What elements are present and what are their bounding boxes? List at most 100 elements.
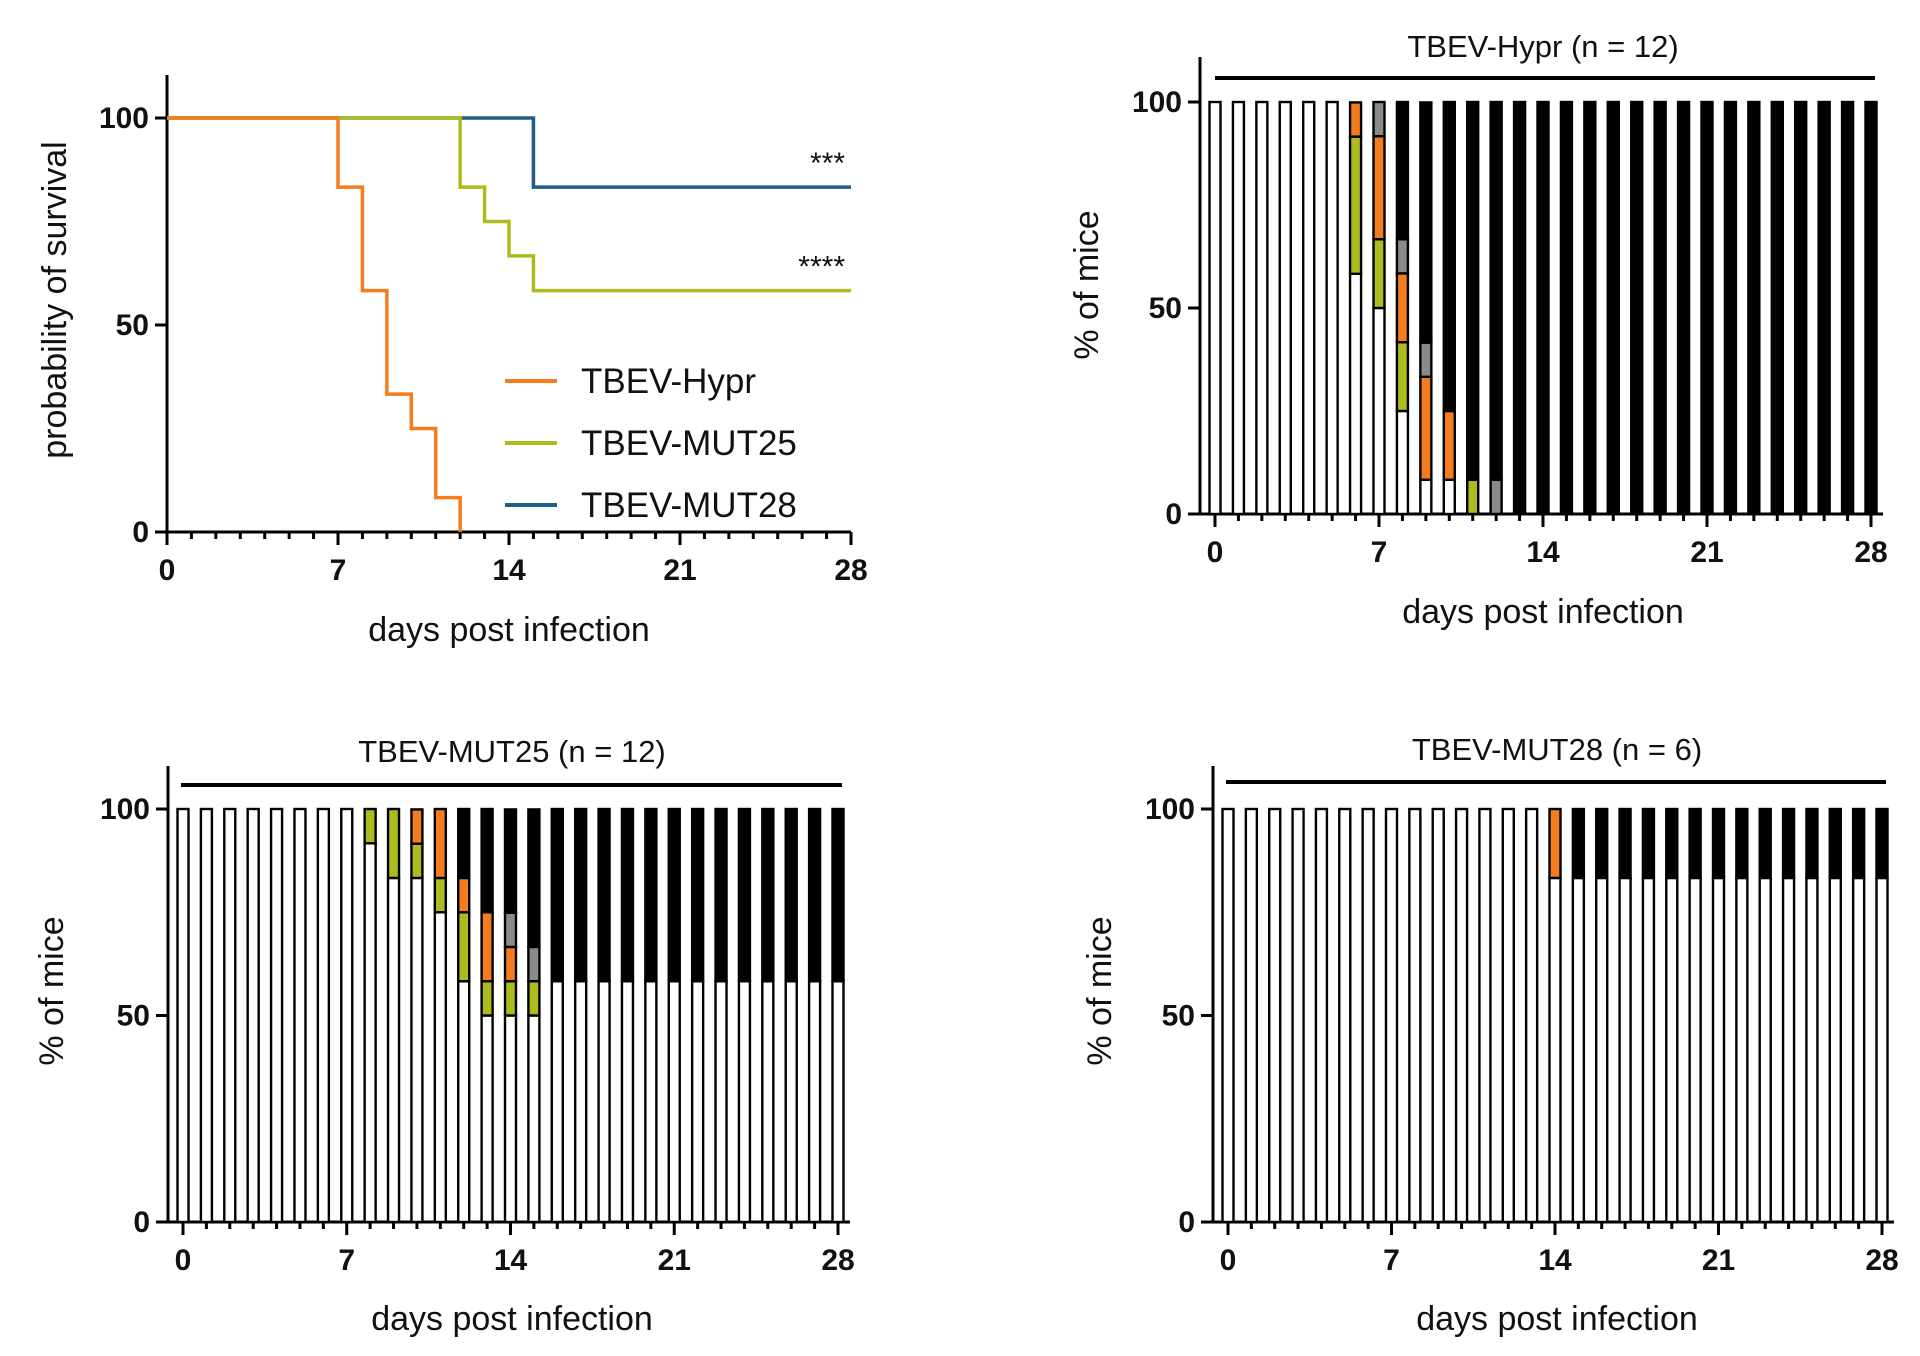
hypr-bar-day7-green [1372,237,1386,310]
hypr-bar-day10-orange [1442,409,1456,482]
hypr-bar-day21-dead [1700,100,1714,516]
mut25-bar-day15-healthy [527,1014,541,1224]
mut28-bar-day11-healthy [1478,807,1492,1224]
survival-y-tick-label: 50 [116,309,149,342]
mut28-bar-day28-healthy [1875,876,1889,1224]
mut25-bar-day12-dead [457,807,471,880]
significance-label-tbev-mut28: *** [810,147,845,180]
survival-x-tick-label: 14 [492,554,526,587]
mut28-bar-day25-dead [1805,807,1819,880]
mut28-bar-day13-healthy [1524,807,1539,1224]
mut28-bar-day5-healthy [1338,807,1352,1224]
mut25-bar-day11-orange [433,807,448,880]
mut25-bar-panel: TBEV-MUT25 (n = 12) % of mice days post … [33,734,855,1338]
mut25-y-axis-title: % of mice [33,916,71,1065]
hypr-bar-day16-dead [1583,100,1597,516]
mut25-bar-day13-dead [480,807,494,914]
mut25-bar-day11-healthy [433,911,448,1224]
mut25-bar-day15-dead [527,808,541,949]
mut25-bar-day13-orange [480,911,494,983]
hypr-bar-day6-orange [1348,101,1363,138]
mut28-bar-day19-dead [1665,807,1679,880]
hypr-y-axis-title: % of mice [1068,210,1106,359]
survival-series-tbev-mut25 [167,116,851,293]
mut25-bar-day13-green [480,980,494,1017]
mut25-bar-day14-dead [503,808,518,914]
mut25-bar-day12-green [457,911,471,983]
hypr-bar-day14-dead [1536,100,1550,516]
mut28-bar-day14-orange [1548,807,1562,880]
mut25-x-tick-label: 14 [494,1244,528,1277]
mut28-bar-day20-healthy [1688,876,1702,1224]
legend-label-tbev-mut25: TBEV-MUT25 [581,424,797,463]
mut25-bar-day8-green [363,807,377,845]
hypr-bar-panel: TBEV-Hypr (n = 12) % of mice days post i… [1068,29,1888,631]
mut25-bar-day5-healthy [293,807,307,1224]
mut28-bar-day25-healthy [1805,876,1819,1224]
mut25-bar-day21-healthy [667,980,681,1224]
mut25-bar-day11-green [433,876,448,914]
hypr-bar-day5-healthy [1325,100,1339,516]
significance-label-tbev-mut25: **** [798,251,845,284]
mut25-bar-day20-dead [644,807,658,983]
hypr-bar-day6-green [1348,135,1363,276]
hypr-bar-day8-healthy [1395,409,1410,516]
mut28-bar-day3-healthy [1291,807,1305,1224]
mut28-bar-day18-healthy [1641,876,1656,1224]
mut25-y-tick-label: 0 [133,1206,150,1239]
mut25-bar-day27-dead [807,807,822,983]
mut25-bar-day24-dead [737,807,752,983]
survival-y-axis-title: probability of survival [36,141,74,458]
survival-x-tick-label: 28 [834,554,867,587]
mut28-bar-day20-dead [1688,807,1702,880]
mut28-bar-day0-healthy [1221,807,1235,1224]
mut28-bar-day8-healthy [1408,807,1422,1224]
hypr-bar-day19-dead [1653,100,1667,516]
survival-y-tick-label: 100 [99,102,149,135]
hypr-bar-day23-dead [1747,100,1761,516]
hypr-x-tick-label: 0 [1207,536,1224,569]
mut28-bar-day24-dead [1781,807,1796,880]
mut25-bar-day14-green [503,980,518,1017]
mut28-bar-panel: TBEV-MUT28 (n = 6) % of mice days post i… [1081,732,1899,1338]
mut25-x-tick-label: 0 [175,1244,192,1277]
mut25-y-tick-label: 100 [100,793,150,826]
mut28-bar-day16-dead [1595,807,1609,880]
hypr-panel-title: TBEV-Hypr (n = 12) [1407,29,1678,64]
mut25-bar-day9-healthy [386,876,401,1224]
hypr-x-tick-label: 28 [1854,536,1887,569]
mut25-bar-day14-grey [503,911,518,949]
hypr-bar-day9-dead [1419,101,1433,344]
hypr-bar-day8-orange [1395,272,1410,344]
mut25-bar-day28-healthy [831,980,845,1224]
mut28-bar-day1-healthy [1244,807,1259,1224]
survival-y-tick-label: 0 [132,516,149,549]
mut28-bar-day16-healthy [1595,876,1609,1224]
survival-series-tbev-mut28 [167,116,851,189]
hypr-bar-day28-dead [1864,100,1878,516]
mut25-bar-day18-dead [597,807,611,983]
mut25-x-tick-label: 7 [338,1244,355,1277]
mut28-bar-day23-dead [1758,807,1772,880]
mut28-panel-title: TBEV-MUT28 (n = 6) [1412,732,1702,767]
mut25-bar-day28-dead [831,807,845,983]
mut25-bar-day27-healthy [807,980,822,1224]
hypr-bar-day6-healthy [1348,272,1363,516]
mut25-bar-day24-healthy [737,980,752,1224]
mut25-bar-day4-healthy [269,807,284,1224]
mut28-bar-day23-healthy [1758,876,1772,1224]
mut28-x-tick-label: 21 [1702,1244,1735,1277]
mut25-bar-day9-green [386,807,401,880]
hypr-x-tick-label: 14 [1526,536,1560,569]
mut28-x-tick-label: 0 [1220,1244,1237,1277]
mut25-bar-day14-healthy [503,1014,518,1224]
hypr-bar-day22-dead [1723,100,1738,516]
mut28-bar-day17-dead [1618,807,1632,880]
mut28-bar-day21-healthy [1711,876,1726,1224]
mut28-bar-day12-healthy [1501,807,1515,1224]
mut25-bar-day23-healthy [714,980,728,1224]
hypr-bar-day25-dead [1794,100,1808,516]
mut28-bar-day7-healthy [1384,807,1399,1224]
mut25-bar-day1-healthy [199,807,214,1224]
mut28-y-tick-label: 50 [1162,1000,1195,1033]
